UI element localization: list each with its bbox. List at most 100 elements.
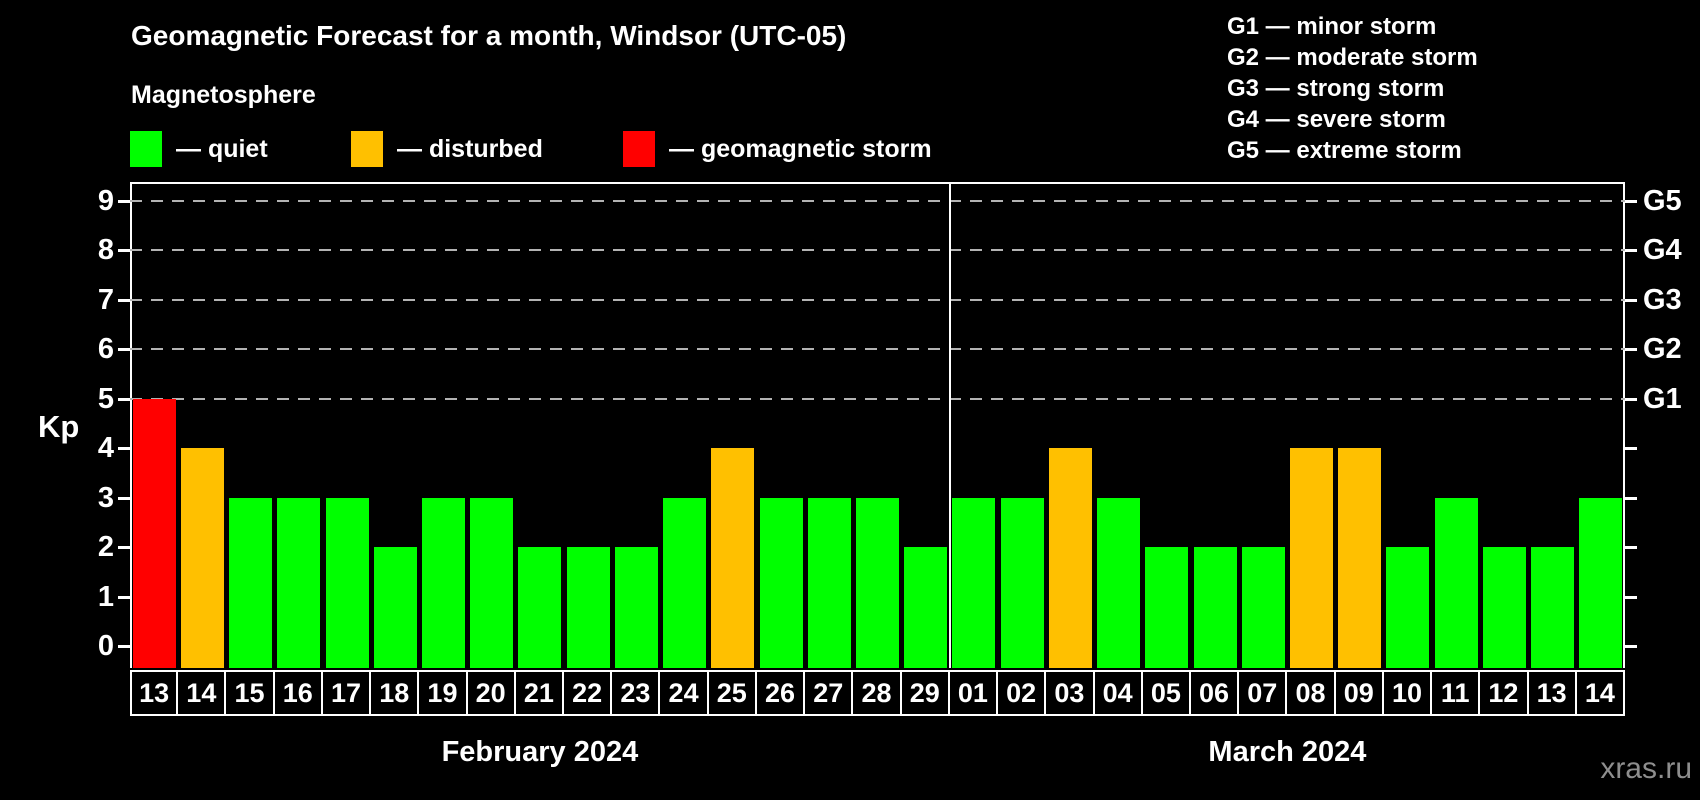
kp-bar — [229, 497, 273, 668]
kp-bar — [180, 448, 224, 668]
kp-bar — [807, 497, 851, 668]
legend-swatch-quiet — [130, 131, 162, 167]
plot-area: 0 1 2 3 4 5 6 7 8 9 G1 G2 G3 G4 G5 — [98, 182, 1682, 668]
y-axis-right — [1623, 182, 1625, 668]
date-label-box: 23 — [610, 670, 661, 716]
kp-bar — [711, 448, 755, 668]
gridline-kp7 — [130, 298, 1625, 301]
y-tick-left — [118, 447, 130, 450]
date-label-box: 13 — [130, 670, 179, 716]
y-tick-right — [1625, 447, 1637, 450]
y-tick-right — [1625, 645, 1637, 648]
kp-bar — [1097, 497, 1141, 668]
y-axis-title: Kp — [38, 409, 80, 444]
legend-label-storm: — geomagnetic storm — [669, 134, 932, 163]
y-tick-label: 1 — [97, 580, 114, 613]
gridline-kp9 — [130, 199, 1625, 202]
g-scale-label-G2: G2 — [1643, 333, 1682, 365]
g-scale-label-G5: G5 — [1643, 184, 1682, 217]
g-legend-line-3: G3 — strong storm — [1227, 75, 1445, 102]
legend-label-quiet: — quiet — [176, 134, 268, 163]
kp-bar — [566, 547, 610, 668]
date-label-box: 21 — [513, 670, 565, 716]
kp-bar — [614, 547, 658, 668]
date-label-box: 03 — [1044, 670, 1095, 716]
kp-bar — [952, 497, 996, 668]
legend-swatch-disturbed — [351, 131, 383, 167]
y-tick-label: 6 — [97, 333, 114, 365]
y-tick-left — [118, 298, 130, 302]
date-label-box: 13 — [1526, 670, 1577, 716]
kp-bar — [325, 497, 369, 668]
kp-bar — [1290, 448, 1334, 668]
g-legend-line-5: G5 — extreme storm — [1227, 137, 1462, 164]
plot-top-border — [130, 182, 1625, 184]
y-tick-label: 2 — [97, 531, 114, 563]
y-tick-left — [118, 249, 130, 252]
y-tick-right — [1625, 397, 1637, 401]
legend-label-disturbed: — disturbed — [397, 134, 543, 163]
date-label-box: 14 — [176, 670, 227, 716]
date-label-box: 12 — [1478, 670, 1529, 716]
kp-bar — [421, 497, 465, 668]
page-title: Geomagnetic Forecast for a month, Windso… — [131, 20, 847, 51]
date-label-box: 25 — [706, 670, 757, 716]
kp-bar — [1193, 547, 1237, 668]
y-tick-left — [118, 546, 130, 549]
g-legend-line-4: G4 — severe storm — [1227, 106, 1446, 133]
kp-bar — [1000, 497, 1044, 668]
kp-bar — [904, 547, 948, 668]
date-label-box: 20 — [465, 670, 516, 716]
date-label-box: 15 — [224, 670, 275, 716]
date-label-box: 14 — [1574, 670, 1625, 716]
x-axis-date-row: 13 14 15 16 17 18 19 20 21 22 23 24 25 26 27 28 29 01 02 03… — [130, 670, 1629, 716]
legend-item-storm: — geomagnetic storm — [623, 130, 932, 168]
y-tick-right — [1625, 496, 1637, 500]
date-label-box: 01 — [947, 670, 999, 716]
date-label-box: 22 — [562, 670, 613, 716]
watermark: xras.ru — [1600, 752, 1692, 785]
y-tick-right — [1625, 249, 1637, 252]
legend-row: — quiet — disturbed — geomagnetic storm — [0, 130, 1100, 170]
y-tick-label: 8 — [97, 234, 114, 266]
kp-bar — [1531, 547, 1575, 668]
kp-bar — [1241, 547, 1285, 668]
kp-bar — [1579, 497, 1623, 668]
subtitle: Magnetosphere — [131, 81, 316, 109]
date-label-box: 04 — [1092, 670, 1143, 716]
kp-bar — [759, 497, 803, 668]
date-label-box: 08 — [1285, 670, 1336, 716]
y-tick-right — [1625, 595, 1637, 599]
y-tick-left — [118, 496, 130, 500]
y-tick-right — [1625, 348, 1637, 351]
y-tick-right — [1625, 199, 1637, 203]
kp-bar — [663, 497, 707, 668]
gridline-kp6 — [130, 348, 1625, 350]
y-tick-left — [118, 595, 130, 599]
date-label-box: 02 — [996, 670, 1047, 716]
kp-bar — [1482, 547, 1526, 668]
date-label-box: 09 — [1333, 670, 1384, 716]
date-label-box: 07 — [1237, 670, 1288, 716]
y-tick-left — [118, 397, 130, 401]
y-tick-label: 9 — [97, 184, 114, 217]
month-label: March 2024 — [1208, 736, 1367, 768]
date-label-box: 24 — [658, 670, 709, 716]
date-label-box: 27 — [803, 670, 854, 716]
legend-item-disturbed: — disturbed — [351, 130, 543, 168]
g-legend-line-1: G1 — minor storm — [1227, 13, 1437, 40]
date-label-box: 28 — [851, 670, 902, 716]
y-tick-label: 0 — [97, 630, 114, 662]
gridline-kp5 — [130, 397, 1625, 400]
y-tick-label: 7 — [97, 283, 114, 316]
date-label-box: 18 — [369, 670, 420, 716]
y-tick-label: 3 — [97, 481, 114, 514]
y-axis-left — [130, 182, 132, 668]
g-scale-label-G4: G4 — [1643, 234, 1682, 266]
kp-bar — [855, 497, 899, 668]
month-label: February 2024 — [441, 736, 639, 768]
kp-bar — [373, 547, 417, 668]
y-tick-left — [118, 348, 130, 351]
gridline-kp8 — [130, 249, 1625, 251]
date-label-box: 11 — [1430, 670, 1481, 716]
